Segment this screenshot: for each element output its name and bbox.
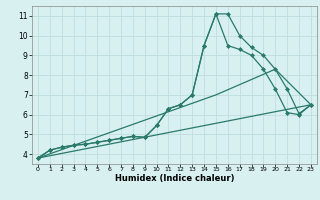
X-axis label: Humidex (Indice chaleur): Humidex (Indice chaleur) (115, 174, 234, 183)
